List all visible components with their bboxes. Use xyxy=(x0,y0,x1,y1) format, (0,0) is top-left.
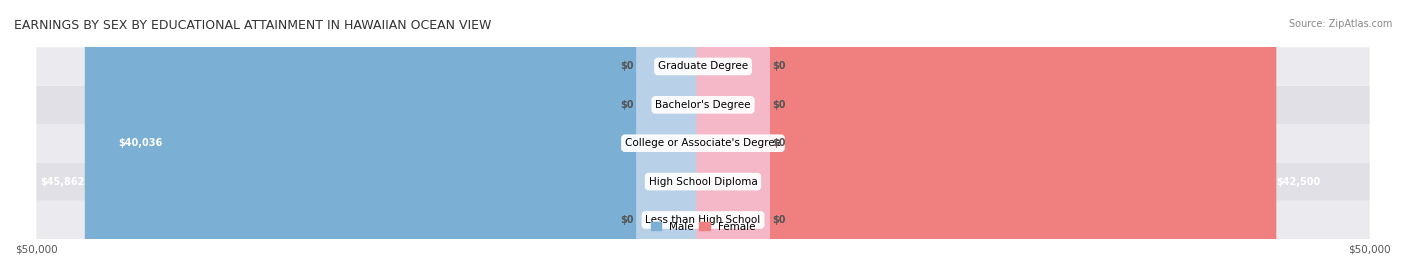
FancyBboxPatch shape xyxy=(637,0,710,269)
Text: High School Diploma: High School Diploma xyxy=(648,176,758,187)
Text: Source: ZipAtlas.com: Source: ZipAtlas.com xyxy=(1288,19,1392,29)
Text: $0: $0 xyxy=(620,100,634,110)
Text: $0: $0 xyxy=(772,215,786,225)
FancyBboxPatch shape xyxy=(84,0,710,269)
Text: College or Associate's Degree: College or Associate's Degree xyxy=(626,138,780,148)
Text: EARNINGS BY SEX BY EDUCATIONAL ATTAINMENT IN HAWAIIAN OCEAN VIEW: EARNINGS BY SEX BY EDUCATIONAL ATTAINMEN… xyxy=(14,19,492,32)
FancyBboxPatch shape xyxy=(696,0,769,269)
Text: $45,862: $45,862 xyxy=(41,176,84,187)
Text: $0: $0 xyxy=(620,215,634,225)
Text: $0: $0 xyxy=(772,138,786,148)
FancyBboxPatch shape xyxy=(637,0,710,269)
FancyBboxPatch shape xyxy=(696,0,1277,269)
Text: Graduate Degree: Graduate Degree xyxy=(658,61,748,72)
Text: Less than High School: Less than High School xyxy=(645,215,761,225)
Text: $0: $0 xyxy=(620,61,634,72)
Text: $40,036: $40,036 xyxy=(118,138,163,148)
FancyBboxPatch shape xyxy=(37,124,1369,162)
Text: $0: $0 xyxy=(772,61,786,72)
FancyBboxPatch shape xyxy=(163,0,710,269)
FancyBboxPatch shape xyxy=(37,47,1369,86)
FancyBboxPatch shape xyxy=(37,86,1369,124)
FancyBboxPatch shape xyxy=(696,0,769,269)
FancyBboxPatch shape xyxy=(37,201,1369,239)
Legend: Male, Female: Male, Female xyxy=(647,218,759,236)
FancyBboxPatch shape xyxy=(696,0,769,269)
Text: Bachelor's Degree: Bachelor's Degree xyxy=(655,100,751,110)
Text: $42,500: $42,500 xyxy=(1277,176,1320,187)
FancyBboxPatch shape xyxy=(696,0,769,269)
Text: $0: $0 xyxy=(772,100,786,110)
FancyBboxPatch shape xyxy=(637,0,710,269)
FancyBboxPatch shape xyxy=(37,162,1369,201)
